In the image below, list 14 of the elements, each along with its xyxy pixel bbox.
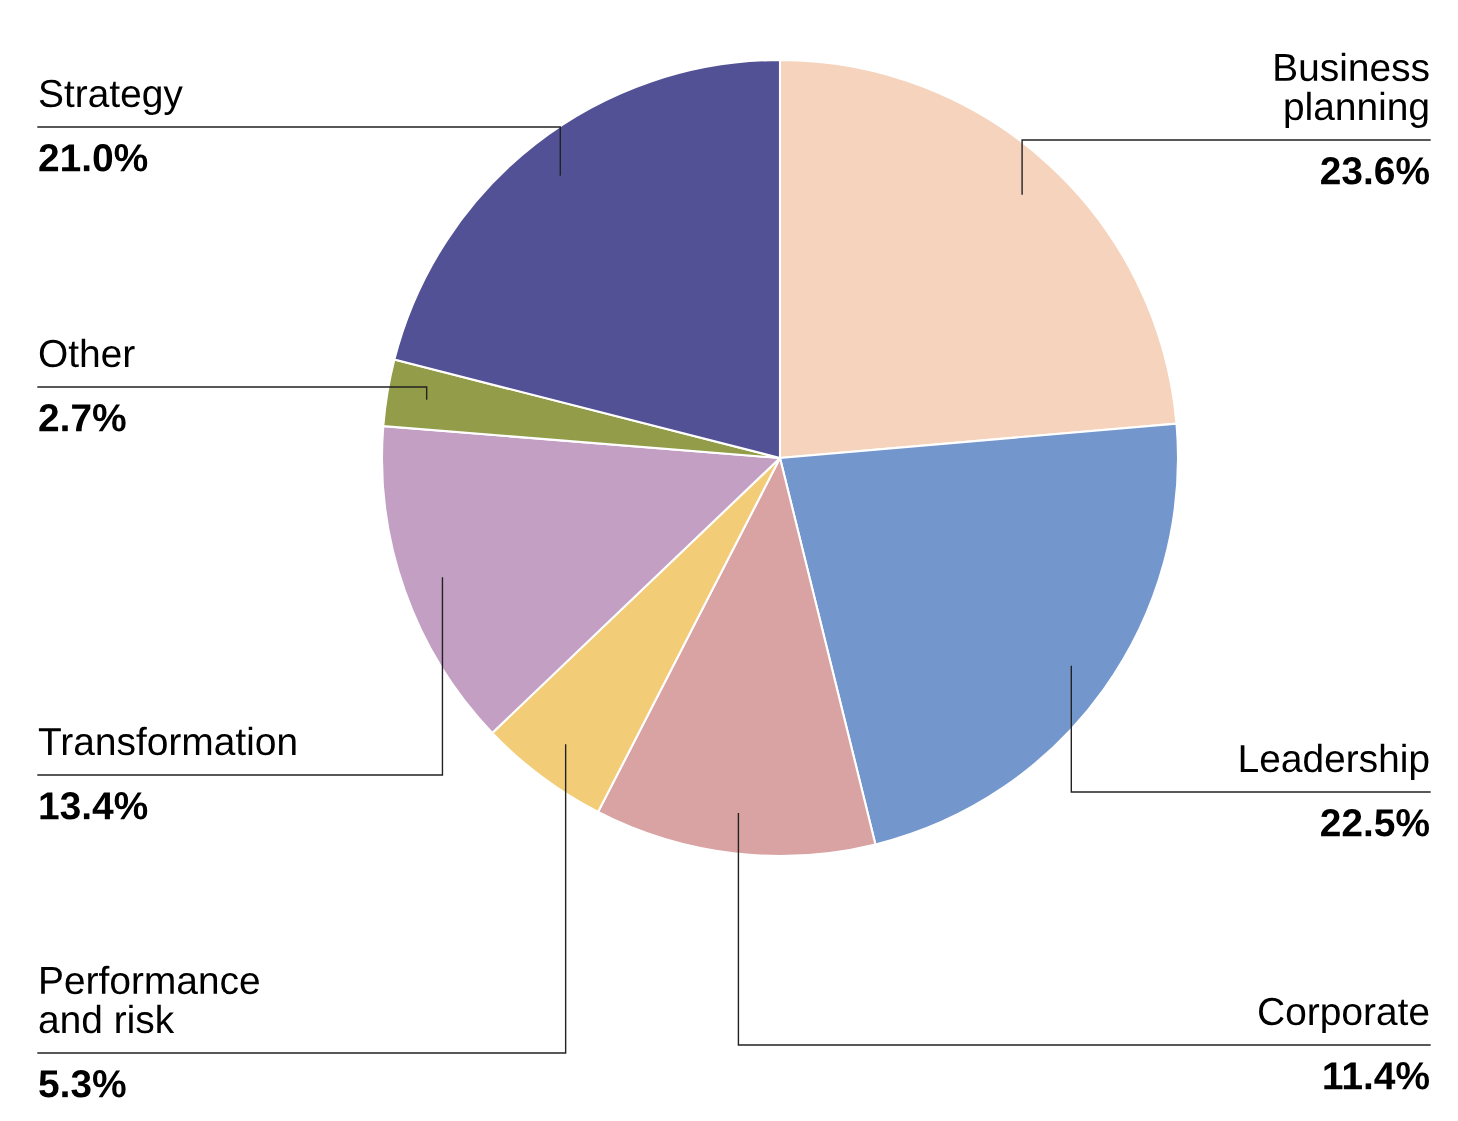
data-label: 2.7% (39, 404, 126, 432)
slice-label: Leadership (1240, 743, 1429, 780)
slice-label: Corporate (1259, 997, 1429, 1033)
data-label: 5.3% (39, 1070, 126, 1098)
slice-label: Business planning (1275, 52, 1429, 128)
data-label: 11.4% (1324, 1062, 1429, 1090)
slice-label: Strategy (39, 79, 183, 115)
data-label: 22.5% (1321, 809, 1429, 837)
data-label: 21.0% (39, 144, 148, 172)
slice-label: Other (39, 338, 135, 368)
slice-label: Transformation (38, 726, 296, 756)
data-label: 23.6% (1321, 157, 1429, 185)
data-label: 13.4% (40, 792, 148, 820)
slice-label: Performance and risk (39, 965, 259, 1034)
